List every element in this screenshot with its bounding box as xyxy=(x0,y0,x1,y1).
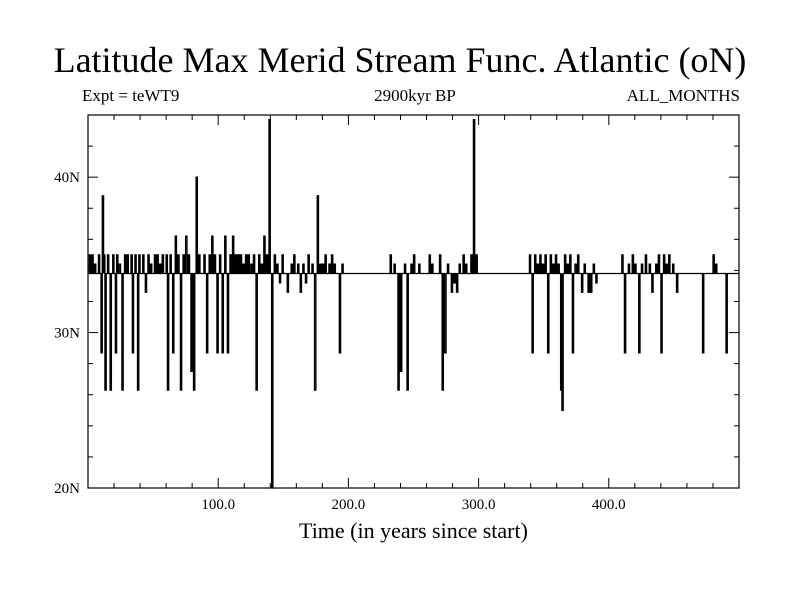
axis-tick-labels: 100.0 200.0 300.0 400.0 20N 30N 40N xyxy=(54,170,626,513)
plot-frame xyxy=(87,114,740,489)
x-tick-label: 400.0 xyxy=(592,497,626,513)
x-tick-label: 300.0 xyxy=(462,497,496,513)
months-label: ALL_MONTHS xyxy=(626,86,740,105)
axis-ticks xyxy=(88,115,739,488)
experiment-label: Expt = teWT9 xyxy=(82,86,180,105)
y-tick-label: 30N xyxy=(54,326,80,342)
y-tick-label: 20N xyxy=(54,481,80,497)
x-tick-label: 200.0 xyxy=(332,497,366,513)
x-axis-label: Time (in years since start) xyxy=(299,518,528,543)
y-tick-label: 40N xyxy=(54,170,80,186)
period-label: 2900kyr BP xyxy=(374,86,456,105)
x-tick-label: 100.0 xyxy=(201,497,235,513)
chart-title: Latitude Max Merid Stream Func. Atlantic… xyxy=(53,40,747,80)
series-line xyxy=(88,119,739,489)
